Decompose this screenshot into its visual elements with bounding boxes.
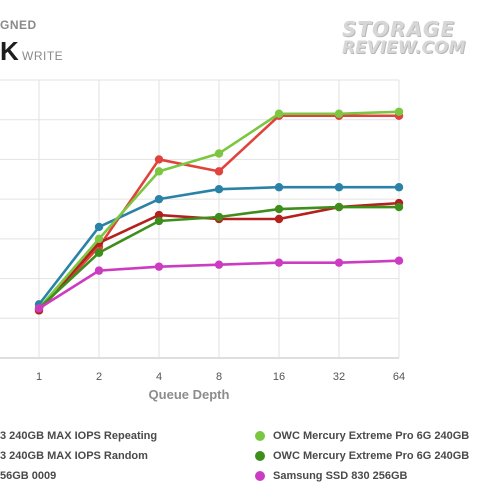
data-point [274,183,284,192]
legend-swatch [255,431,265,441]
x-tick-label: 4 [156,371,162,383]
data-point [214,212,224,222]
data-point [334,258,344,267]
data-point [94,234,104,244]
logo-line-2: REVIEW.COM [342,38,466,58]
data-point [94,222,104,232]
legend-swatch [255,451,265,461]
line-chart: 1 2 4 8 16 32 64 Queue Depth [0,79,405,402]
legend-swatch [255,471,265,481]
data-point [34,304,44,313]
data-point [154,216,164,226]
data-point [154,167,164,176]
legend-label: OWC Mercury Extreme Pro 6G 240GB [273,450,470,462]
data-point [274,214,284,224]
x-axis-label: Queue Depth [149,387,230,402]
data-point [334,202,344,212]
data-point [154,210,164,220]
data-point [94,266,104,275]
x-tick-label: 16 [273,371,285,383]
data-point [214,149,224,158]
series-group [34,202,404,313]
data-point [214,185,224,194]
series-group [34,107,404,313]
data-point [274,109,284,118]
x-tick-label: 2 [96,371,102,383]
legend-label: OWC Mercury Extreme Pro 6G 240GB [273,430,470,442]
data-point [154,155,164,164]
x-tick-label: 64 [393,371,405,383]
data-point [154,262,164,271]
x-tick-label: 32 [333,371,345,383]
legend-label: 56GB 0009 [0,470,57,482]
logo-line-1: STORAGE [342,17,456,41]
storagereview-logo: STORAGE REVIEW.COM [342,17,466,58]
x-tick-label: 1 [36,371,42,383]
data-point [94,248,104,257]
series-group [34,256,404,313]
data-point [394,256,404,265]
data-point [334,183,344,192]
data-point [394,107,404,116]
data-point [274,204,284,214]
chart-title-large-fragment: K [0,36,19,66]
data-point [394,202,404,212]
chart-subtitle: WRITE [22,49,64,63]
legend-label: 3 240GB MAX IOPS Repeating [0,430,158,442]
legend-label: 3 240GB MAX IOPS Random [0,450,148,462]
legend-label: Samsung SSD 830 256GB [273,470,408,482]
data-point [334,109,344,118]
chart-legend: 3 240GB MAX IOPS Repeating 3 240GB MAX IO… [0,427,480,487]
series-group [34,183,404,309]
data-point [394,183,404,192]
data-point [214,260,224,269]
chart-series [34,107,404,315]
data-point [274,258,284,267]
data-point [154,194,164,204]
chart-title-fragment: GNED [0,18,37,32]
x-axis-ticks: 1 2 4 8 16 32 64 [36,371,405,383]
x-tick-label: 8 [216,371,222,383]
data-point [214,167,224,176]
